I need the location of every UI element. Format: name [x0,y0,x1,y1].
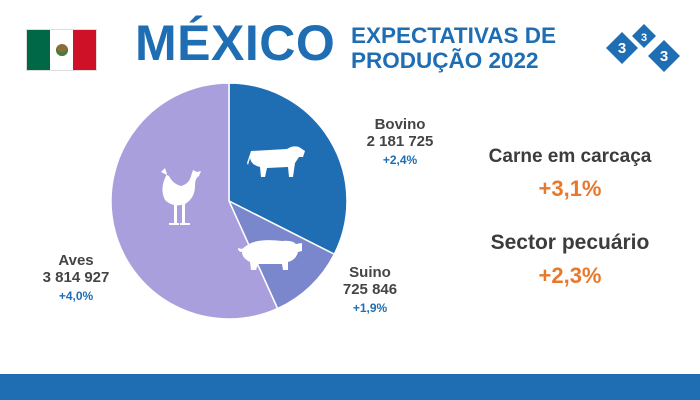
pie-slice-bovino [228,82,348,256]
slice-change: +2,4% [382,153,418,167]
label-aves: Aves 3 814 927 +4,0% [26,252,126,303]
pie-slice-aves [110,82,279,320]
slice-name: Bovino [374,116,426,133]
logo-digit: 3 [618,40,626,57]
mexico-flag [27,30,96,70]
kpi-title: Sector pecuário [490,231,650,254]
slice-name: Suino [349,264,391,281]
country-title: MÉXICO [135,15,336,71]
label-suino: Suino 725 846 +1,9% [325,264,415,315]
slice-change: +4,0% [58,289,94,303]
label-bovino: Bovino 2 181 725 +2,4% [350,116,450,167]
pig-icon [238,240,302,270]
footer-bar [0,374,700,400]
slice-value: 2 181 725 [366,133,434,150]
slice-name: Aves [58,252,94,269]
kpi-value: +3,1% [538,176,602,201]
subtitle-line-1: EXPECTATIVAS DE [351,23,557,48]
kpi-title: Carne em carcaça [488,146,652,167]
chicken-icon [161,168,201,225]
page-subtitle: EXPECTATIVAS DE PRODUÇÃO 2022 [351,23,556,73]
logo-digit: 3 [660,48,668,65]
kpi-value: +2,3% [538,263,602,288]
cow-icon [247,146,305,177]
kpi-sector-pecuario: Sector pecuário +2,3% [470,231,670,289]
logo-333: 3 3 3 [606,24,680,72]
logo-digit: 3 [641,32,647,44]
slice-change: +1,9% [352,301,388,315]
subtitle-line-2: PRODUÇÃO 2022 [351,48,539,73]
coat-of-arms-icon [55,44,68,56]
kpi-carne-em-carcaca: Carne em carcaça +3,1% [470,146,670,202]
slice-value: 3 814 927 [42,269,110,286]
slice-value: 725 846 [342,281,398,298]
